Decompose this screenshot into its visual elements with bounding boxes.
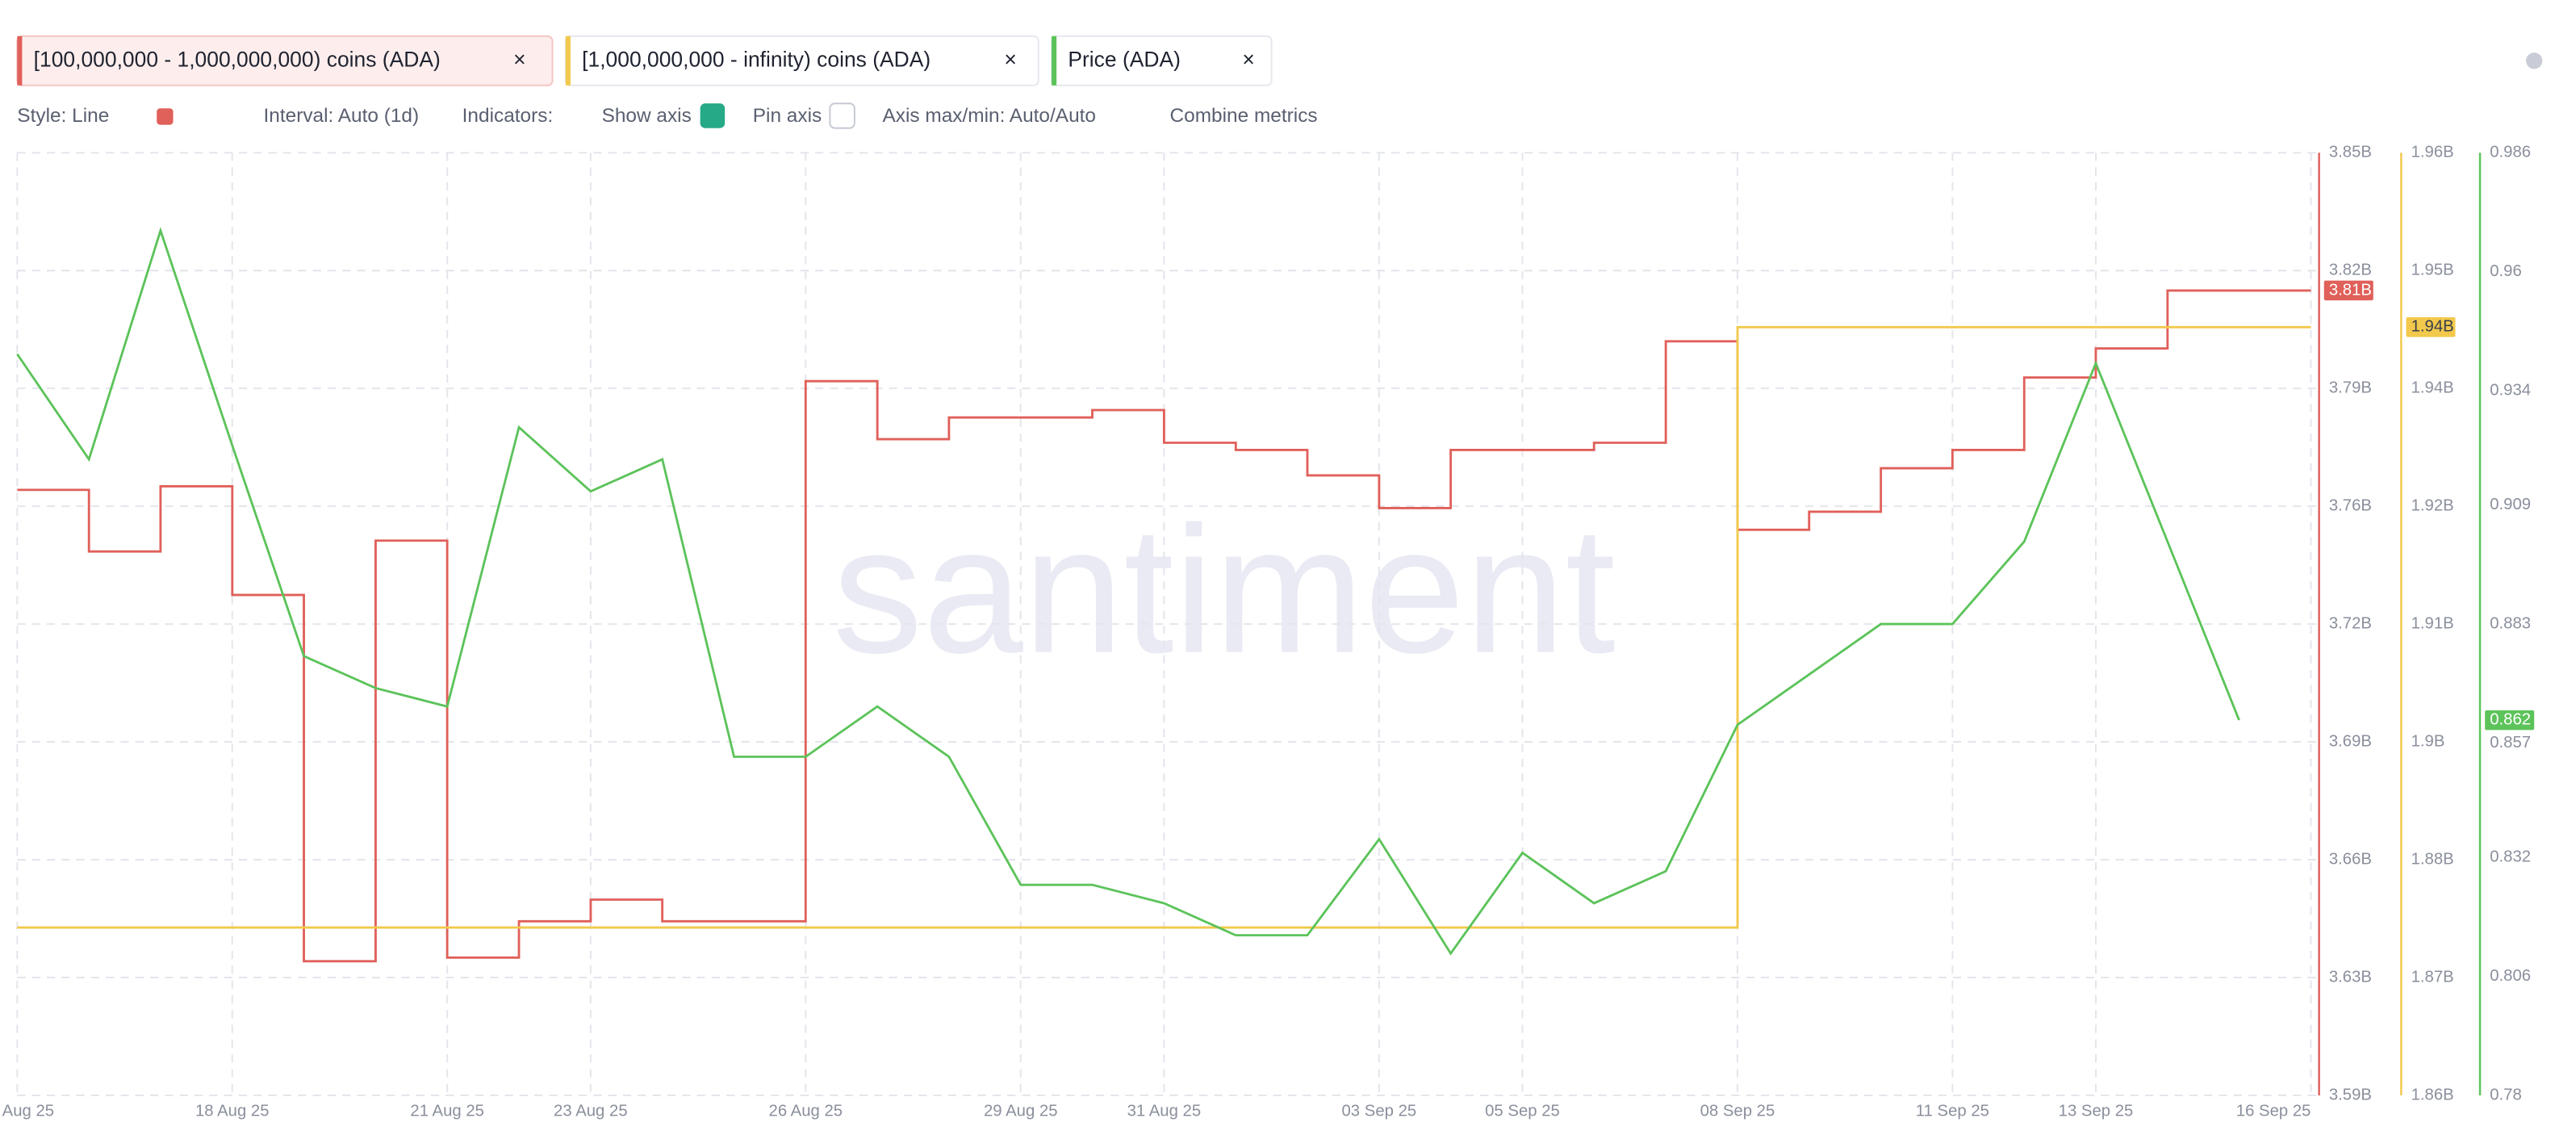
y-tick-label: 3.63B	[2329, 968, 2372, 986]
x-tick-label: 23 Aug 25	[554, 1103, 628, 1120]
y-tick-label: 0.96	[2490, 262, 2522, 280]
y-tick-label: 3.72B	[2329, 614, 2372, 632]
x-tick-label: 21 Aug 25	[410, 1103, 484, 1120]
y-tick-label: 0.986	[2490, 144, 2531, 161]
y-tick-label: 0.909	[2490, 496, 2531, 513]
checkbox-on[interactable]	[700, 103, 726, 128]
y-tick-label: 1.96B	[2411, 144, 2454, 161]
x-tick-label: 31 Aug 25	[1127, 1103, 1202, 1120]
y-tick-label: 0.883	[2490, 614, 2531, 632]
x-tick-label: 05 Sep 25	[1485, 1103, 1560, 1120]
chip-label: Price (ADA)	[1068, 47, 1181, 71]
x-tick-label: 13 Sep 25	[2059, 1103, 2134, 1120]
y-tick-label: 0.832	[2490, 848, 2531, 866]
y-tick-label: 1.88B	[2411, 850, 2454, 868]
y-tick-label: 0.934	[2490, 381, 2531, 399]
y-tick-label: 1.92B	[2411, 497, 2454, 515]
chip-close[interactable]: ×	[513, 47, 525, 71]
series-line	[17, 325, 2311, 929]
y-tick-label: 3.85B	[2329, 144, 2372, 161]
y-tick-label: 3.79B	[2329, 379, 2372, 397]
x-tick-label: 15 Aug 25	[0, 1103, 54, 1120]
y-tick-label: 1.94B	[2411, 379, 2454, 397]
y-tick-label: 1.87B	[2411, 968, 2454, 986]
y-tick-label: 1.9B	[2411, 732, 2445, 750]
pin-axis[interactable]: Pin axis	[753, 105, 822, 127]
interval[interactable]: Interval: Auto (1d)	[263, 105, 419, 127]
last-value-badge	[2485, 710, 2535, 731]
x-tick-label: 11 Sep 25	[1916, 1103, 1989, 1120]
combine[interactable]: Combine metrics	[1170, 105, 1318, 127]
y-tick-label: 0.806	[2490, 967, 2531, 985]
style[interactable]: Style: Line	[17, 105, 109, 127]
last-value-label: 0.862	[2490, 711, 2531, 729]
x-tick-label: 08 Sep 25	[1700, 1103, 1775, 1120]
chip-close[interactable]: ×	[1242, 47, 1254, 71]
y-tick-label: 0.78	[2490, 1086, 2522, 1103]
series-line	[16, 227, 2240, 956]
chip-close[interactable]: ×	[1004, 47, 1016, 71]
x-tick-label: 03 Sep 25	[1341, 1103, 1416, 1120]
last-value-label: 1.94B	[2411, 318, 2454, 336]
y-tick-label: 3.76B	[2329, 497, 2372, 515]
watermark: santiment	[833, 489, 1616, 691]
y-tick-label: 1.91B	[2411, 614, 2454, 632]
x-tick-label: 26 Aug 25	[769, 1103, 843, 1120]
series-line	[17, 289, 2311, 963]
show-axis[interactable]: Show axis	[602, 105, 692, 127]
chip-2[interactable]: Price (ADA) ×	[1051, 35, 1273, 86]
last-value-label: 3.81B	[2329, 281, 2372, 299]
y-tick-label: 0.857	[2490, 734, 2531, 752]
y-tick-label: 3.66B	[2329, 850, 2372, 868]
y-tick-label: 1.86B	[2411, 1086, 2454, 1103]
x-tick-label: 29 Aug 25	[984, 1103, 1058, 1120]
chip-1[interactable]: [1,000,000,000 - infinity) coins (ADA) ×	[564, 35, 1039, 86]
toggle[interactable]	[2526, 52, 2543, 69]
y-tick-label: 1.95B	[2411, 262, 2454, 279]
x-tick-label: 16 Sep 25	[2236, 1103, 2311, 1120]
last-value-badge	[2323, 280, 2373, 301]
y-tick-label: 3.82B	[2329, 262, 2372, 279]
x-tick-label: 18 Aug 25	[195, 1103, 270, 1120]
chip-0[interactable]: [100,000,000 - 1,000,000,000) coins (ADA…	[16, 35, 554, 86]
last-value-badge	[2406, 317, 2456, 337]
y-tick-label: 3.69B	[2329, 732, 2372, 750]
indicators[interactable]: Indicators:	[462, 105, 554, 127]
color-swatch[interactable]	[157, 108, 174, 125]
y-tick-label: 3.59B	[2329, 1086, 2372, 1103]
checkbox-off[interactable]	[829, 103, 855, 129]
chip-label: [1,000,000,000 - infinity) coins (ADA)	[582, 47, 930, 71]
chip-label: [100,000,000 - 1,000,000,000) coins (ADA…	[34, 47, 441, 71]
axis-minmax[interactable]: Axis max/min: Auto/Auto	[882, 105, 1096, 127]
